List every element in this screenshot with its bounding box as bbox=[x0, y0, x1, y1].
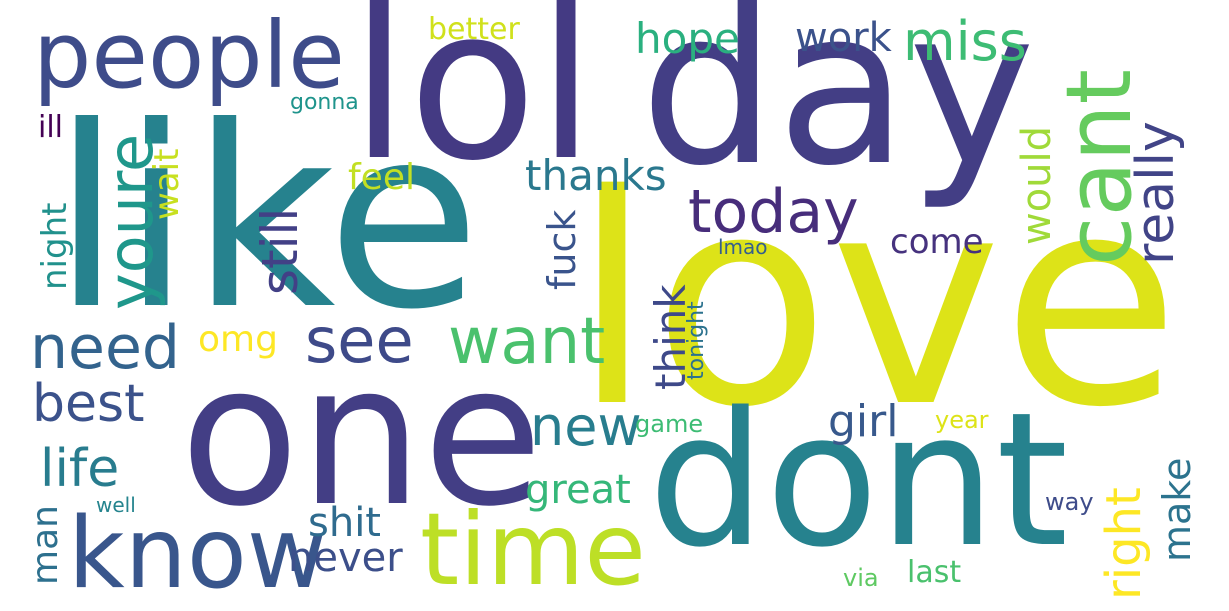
word-gonna: gonna bbox=[290, 90, 359, 115]
word-via: via bbox=[843, 564, 879, 592]
word-wait: wait bbox=[147, 148, 187, 220]
word-want: want bbox=[448, 305, 606, 379]
word-great: great bbox=[525, 467, 631, 513]
word-lmao: lmao bbox=[718, 235, 768, 259]
word-love: love bbox=[572, 134, 1181, 471]
word-game: game bbox=[635, 410, 704, 438]
word-year: year bbox=[935, 406, 989, 434]
word-day: day bbox=[640, 0, 1036, 213]
word-come: come bbox=[890, 222, 984, 262]
word-feel: feel bbox=[348, 157, 415, 198]
word-night: night bbox=[35, 202, 75, 290]
word-people: people bbox=[33, 2, 345, 109]
word-thanks: thanks bbox=[525, 151, 667, 200]
word-one: one bbox=[180, 322, 543, 549]
word-lol: lol bbox=[350, 0, 596, 207]
word-better: better bbox=[428, 12, 520, 47]
word-make: make bbox=[1155, 457, 1199, 562]
word-hope: hope bbox=[635, 14, 740, 63]
word-never: never bbox=[288, 535, 403, 581]
word-last: last bbox=[907, 555, 962, 590]
word-best: best bbox=[32, 374, 145, 434]
word-new: new bbox=[530, 395, 642, 458]
word-miss: miss bbox=[903, 10, 1027, 73]
word-omg: omg bbox=[198, 319, 278, 360]
word-girl: girl bbox=[828, 396, 899, 447]
word-really: really bbox=[1126, 121, 1186, 265]
word-way: way bbox=[1045, 488, 1094, 516]
word-man: man bbox=[25, 505, 66, 585]
word-shit: shit bbox=[308, 500, 381, 546]
word-see: see bbox=[305, 304, 414, 377]
word-today: today bbox=[688, 177, 859, 247]
word-time: time bbox=[420, 491, 646, 608]
word-right: right bbox=[1096, 487, 1152, 600]
word-like: like bbox=[52, 73, 481, 364]
word-fuck: fuck bbox=[540, 209, 584, 290]
word-life: life bbox=[40, 439, 120, 499]
word-need: need bbox=[30, 313, 180, 383]
word-would: would bbox=[1014, 125, 1060, 245]
word-still: still bbox=[251, 207, 309, 295]
word-work: work bbox=[795, 15, 892, 61]
word-tonight: tonight bbox=[684, 301, 709, 380]
word-well: well bbox=[96, 493, 136, 517]
word-know: know bbox=[68, 497, 327, 611]
word-dont: dont bbox=[648, 372, 1069, 588]
word-ill: ill bbox=[38, 110, 64, 145]
